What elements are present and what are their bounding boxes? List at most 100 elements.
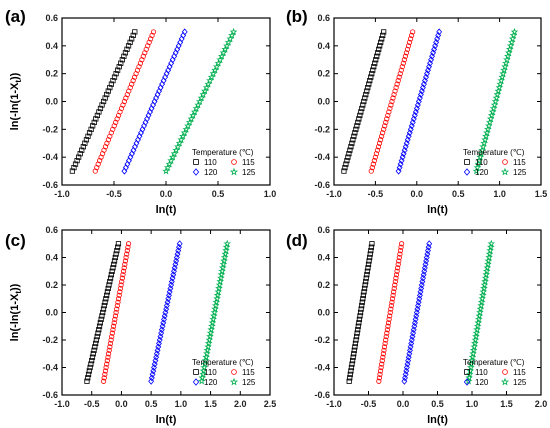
data-point bbox=[405, 357, 412, 365]
data-point bbox=[94, 112, 100, 119]
data-point bbox=[381, 347, 387, 353]
data-point bbox=[85, 375, 91, 381]
data-point bbox=[401, 377, 408, 385]
x-tick-label: -1.0 bbox=[326, 189, 342, 199]
data-point bbox=[367, 78, 373, 84]
x-tick-label: -1.0 bbox=[326, 399, 342, 409]
y-tick-label: -0.4 bbox=[314, 152, 330, 162]
data-point bbox=[381, 29, 387, 35]
data-point bbox=[345, 154, 351, 160]
data-point bbox=[102, 95, 108, 101]
data-point bbox=[150, 29, 157, 35]
data-point bbox=[104, 289, 111, 295]
data-point bbox=[114, 248, 120, 254]
data-point bbox=[93, 337, 100, 343]
data-point bbox=[379, 358, 385, 364]
legend-marker bbox=[229, 167, 239, 176]
y-tick-label: 0.0 bbox=[317, 97, 330, 107]
data-point bbox=[69, 168, 75, 174]
data-point bbox=[177, 135, 186, 143]
data-point bbox=[170, 149, 179, 157]
panel-1: (b) -1.0 -0.5 0.0 0.5 1.0 1.5 -0.6 -0.4 -0.2 0.0 0.… bbox=[286, 7, 547, 216]
legend: Temperature (℃)110 115 120 125 bbox=[463, 358, 527, 387]
data-point bbox=[88, 126, 94, 132]
data-point bbox=[109, 268, 115, 274]
data-point bbox=[348, 368, 354, 374]
data-point bbox=[357, 309, 364, 316]
data-point bbox=[351, 133, 357, 139]
data-point bbox=[384, 330, 390, 336]
data-point bbox=[175, 247, 182, 255]
data-point bbox=[185, 118, 194, 126]
y-tick-label: 0.2 bbox=[45, 69, 58, 79]
data-point bbox=[361, 289, 367, 295]
data-point bbox=[101, 303, 107, 309]
panel-2: (c) -1.0 -0.5 0.0 0.5 1.0 1.5 2.0 2.5 -0.6 -0.4 -0.… bbox=[5, 225, 276, 426]
data-point bbox=[383, 333, 389, 340]
data-point bbox=[421, 267, 428, 275]
x-tick-label: -1.0 bbox=[54, 399, 70, 409]
y-tick-label: -0.6 bbox=[314, 180, 330, 190]
data-point bbox=[396, 254, 402, 261]
y-tick-label: -0.4 bbox=[314, 363, 330, 373]
data-point bbox=[476, 153, 485, 161]
x-axis-label: ln(t) bbox=[156, 204, 177, 216]
legend-label: 120 bbox=[475, 378, 489, 387]
data-point bbox=[397, 71, 403, 77]
series-120 bbox=[395, 28, 443, 175]
data-point bbox=[87, 364, 93, 371]
data-point bbox=[91, 119, 97, 125]
data-point bbox=[115, 244, 121, 250]
data-point bbox=[365, 261, 372, 267]
data-point bbox=[171, 267, 177, 275]
data-point bbox=[162, 309, 169, 316]
y-tick-label: -0.4 bbox=[42, 152, 58, 162]
data-point bbox=[162, 167, 170, 175]
data-point bbox=[404, 46, 411, 52]
y-tick-label: 0.4 bbox=[317, 253, 330, 263]
data-point bbox=[82, 140, 88, 146]
data-point bbox=[417, 288, 424, 296]
data-point bbox=[350, 137, 356, 143]
data-point bbox=[406, 39, 413, 45]
data-point bbox=[352, 344, 358, 350]
data-point bbox=[373, 151, 380, 157]
legend-title: Temperature (℃) bbox=[192, 148, 254, 157]
data-point bbox=[402, 374, 408, 382]
legend-marker bbox=[502, 159, 508, 165]
x-tick-label: 1.0 bbox=[175, 399, 188, 409]
data-point bbox=[109, 330, 115, 336]
data-point bbox=[387, 309, 393, 316]
data-point bbox=[107, 344, 113, 350]
legend-label: 110 bbox=[475, 158, 488, 167]
data-point bbox=[497, 76, 505, 84]
data-point bbox=[196, 97, 204, 105]
data-point bbox=[352, 340, 359, 347]
data-point bbox=[108, 272, 114, 278]
data-point bbox=[405, 353, 412, 361]
data-point bbox=[182, 125, 191, 133]
data-point bbox=[405, 43, 412, 49]
data-point bbox=[472, 167, 481, 175]
data-point bbox=[382, 123, 388, 129]
data-point bbox=[106, 282, 112, 288]
data-point bbox=[361, 98, 367, 105]
data-point bbox=[113, 309, 119, 316]
data-point bbox=[356, 320, 362, 326]
x-tick-label: 2.0 bbox=[535, 399, 548, 409]
data-point bbox=[221, 45, 229, 53]
data-point bbox=[100, 306, 107, 312]
data-point bbox=[478, 146, 486, 154]
y-tick-label: -0.2 bbox=[42, 335, 58, 345]
data-point bbox=[356, 116, 362, 122]
data-point bbox=[358, 306, 364, 312]
data-point bbox=[487, 239, 496, 247]
data-point bbox=[223, 41, 231, 50]
data-point bbox=[354, 330, 360, 336]
data-point bbox=[151, 364, 157, 371]
data-point bbox=[173, 257, 180, 265]
data-point bbox=[490, 100, 499, 109]
legend-label: 125 bbox=[242, 378, 256, 387]
data-point bbox=[475, 156, 484, 164]
